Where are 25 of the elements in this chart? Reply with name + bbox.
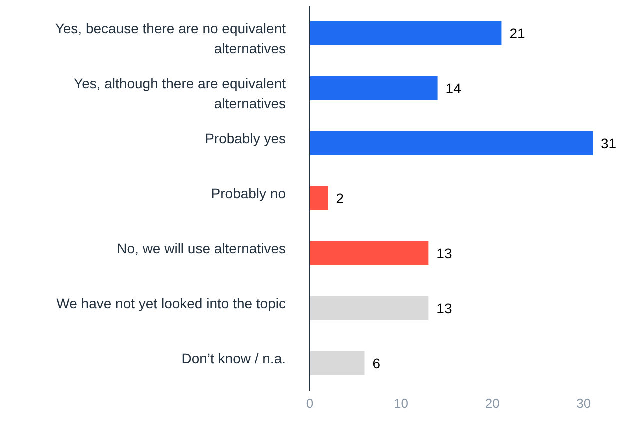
x-tick-label: 30 (576, 396, 592, 412)
data-label: 14 (446, 80, 462, 96)
x-tick-label: 10 (394, 396, 409, 412)
bar (310, 296, 429, 320)
bar (310, 186, 328, 210)
y-tick-label: Probably yes (205, 130, 286, 146)
data-label: 21 (510, 25, 526, 42)
bar (310, 21, 502, 46)
data-label: 2 (336, 190, 344, 206)
y-tick-label: Don’t know / n.a. (182, 350, 286, 366)
data-label: 13 (436, 300, 452, 316)
y-tick-label: We have not yet looked into the topic (56, 296, 286, 312)
data-label: 13 (436, 245, 452, 262)
y-tick-label: No, we will use alternatives (117, 240, 286, 256)
data-label: 6 (372, 355, 381, 372)
y-tick-label: Yes, because there are no equivalent alternatives (55, 20, 286, 56)
y-tick-label: Yes, although there are equivalent alternatives (74, 76, 286, 112)
bar (310, 76, 438, 100)
bar (310, 131, 593, 156)
data-label: 31 (601, 135, 617, 152)
bar (310, 351, 365, 376)
bar (310, 241, 429, 266)
x-tick-label: 0 (306, 396, 314, 412)
y-tick-label: Probably no (211, 186, 286, 202)
x-tick-label: 20 (485, 396, 500, 412)
